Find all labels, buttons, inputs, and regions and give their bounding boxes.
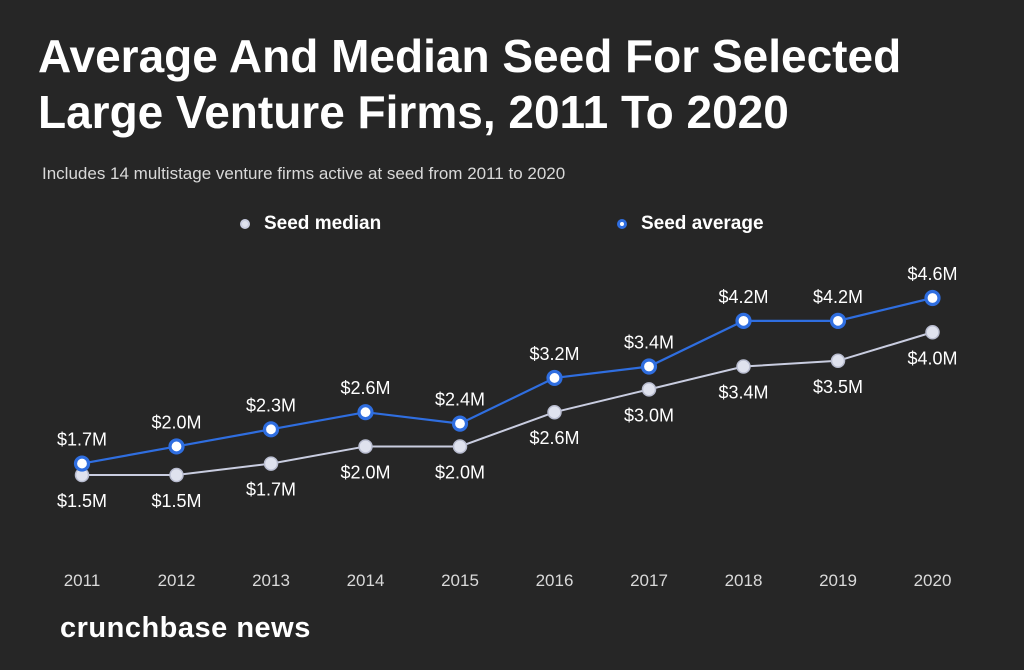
x-tick-label-2012: 2012 (158, 571, 196, 590)
point-seed-average-2012 (168, 438, 185, 455)
legend-item-seed-average: Seed average (617, 213, 764, 235)
point-seed-median-2019 (830, 353, 846, 369)
data-label-seed-average-2020: $4.6M (907, 264, 957, 284)
x-tick-label-2019: 2019 (819, 571, 857, 590)
x-tick-label-2014: 2014 (347, 571, 385, 590)
data-label-seed-average-2014: $2.6M (340, 378, 390, 398)
data-label-seed-average-2016: $3.2M (529, 344, 579, 364)
point-seed-median-2015 (452, 439, 468, 454)
data-label-seed-average-2012: $2.0M (151, 412, 201, 432)
data-label-seed-average-2011: $1.7M (57, 430, 107, 450)
legend-label-seed-median: Seed median (264, 213, 382, 234)
point-seed-average-2014 (357, 404, 374, 421)
point-seed-median-2014 (358, 439, 373, 454)
legend-marker-seed-median (240, 219, 250, 229)
point-seed-median-2016 (547, 404, 562, 420)
point-seed-average-2019 (829, 312, 847, 329)
line-chart: 2011 2012 2013 2014 2015 2016 2017 2018 2019 2020… (57, 264, 958, 590)
data-label-seed-median-2020: $4.0M (907, 348, 957, 368)
data-label-seed-average-2015: $2.4M (435, 390, 485, 410)
point-seed-average-2011 (73, 455, 91, 472)
point-seed-median-2020 (925, 325, 940, 340)
x-tick-label-2015: 2015 (441, 571, 479, 590)
data-label-seed-median-2013: $1.7M (246, 480, 296, 500)
x-tick-label-2017: 2017 (630, 571, 668, 590)
point-seed-average-2015 (451, 415, 469, 432)
data-label-seed-average-2019: $4.2M (813, 287, 863, 307)
legend-marker-seed-average (617, 219, 627, 229)
data-label-seed-median-2017: $3.0M (624, 405, 674, 425)
point-seed-median-2012 (169, 467, 184, 483)
x-tick-label-2020: 2020 (914, 571, 952, 590)
point-seed-average-2020 (924, 289, 941, 307)
point-seed-average-2018 (735, 312, 752, 329)
x-tick-label-2016: 2016 (536, 571, 574, 590)
series-line-seed-average (81, 296, 933, 465)
brand-logo: crunchbase news (60, 612, 311, 644)
point-seed-average-2013 (262, 421, 280, 438)
x-tick-label-2018: 2018 (725, 571, 763, 590)
data-label-seed-median-2018: $3.4M (718, 383, 768, 403)
point-seed-median-2017 (641, 382, 657, 397)
data-label-seed-median-2011: $1.5M (57, 491, 107, 511)
legend-label-seed-average: Seed average (641, 213, 764, 234)
data-label-seed-median-2019: $3.5M (813, 377, 863, 397)
point-seed-median-2018 (736, 359, 751, 374)
point-seed-average-2017 (640, 358, 658, 375)
data-label-seed-median-2014: $2.0M (340, 462, 390, 482)
data-label-seed-median-2016: $2.6M (529, 428, 579, 448)
data-label-seed-average-2018: $4.2M (718, 287, 768, 307)
chart-title: Average And Median Seed For Selected Lar… (38, 30, 902, 138)
chart-subtitle: Includes 14 multistage venture firms act… (42, 164, 566, 183)
point-seed-average-2016 (546, 369, 563, 387)
data-label-seed-median-2015: $2.0M (435, 462, 485, 482)
point-seed-median-2013 (263, 456, 279, 471)
data-label-seed-average-2017: $3.4M (624, 333, 674, 353)
x-tick-label-2013: 2013 (252, 571, 290, 590)
series-line-seed-median (82, 331, 933, 476)
legend-item-seed-median: Seed median (240, 213, 381, 235)
data-label-seed-average-2013: $2.3M (246, 395, 296, 415)
x-tick-label-2011: 2011 (64, 571, 101, 590)
data-label-seed-median-2012: $1.5M (151, 491, 201, 511)
